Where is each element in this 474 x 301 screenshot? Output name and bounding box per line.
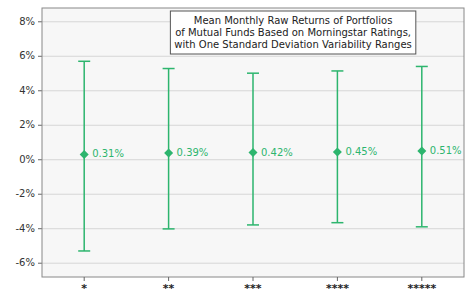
- data-label: 0.51%: [430, 145, 462, 156]
- error-bar: [78, 61, 90, 251]
- y-tick-label: -2%: [16, 188, 35, 199]
- error-bar: [163, 69, 175, 229]
- y-tick-label: 0%: [19, 154, 35, 165]
- y-tick-label: -4%: [16, 223, 35, 234]
- plot-frame: [42, 8, 464, 277]
- grid-line: [42, 263, 464, 264]
- data-label: 0.42%: [261, 147, 293, 158]
- marks: [78, 61, 428, 251]
- x-tick: [253, 277, 254, 281]
- y-tick: [38, 159, 42, 160]
- title: Mean Monthly Raw Returns of Portfoliosof…: [174, 15, 411, 50]
- x-tick: [421, 277, 422, 281]
- grid: [42, 22, 464, 263]
- y-tick-label: 6%: [19, 50, 35, 61]
- mean-marker: [249, 148, 258, 157]
- y-tick: [38, 21, 42, 22]
- x-tick: [337, 277, 338, 281]
- title-box: Mean Monthly Raw Returns of Portfoliosof…: [170, 11, 415, 54]
- chart: -6% -4% -2% 0% 2% 4% 6% 8% 0.31% 0.39% 0.42% 0.45% 0…: [0, 0, 474, 301]
- y-tick-label: 8%: [19, 16, 35, 27]
- error-bar: [331, 71, 343, 223]
- grid-line: [42, 56, 464, 57]
- x-tick: [168, 277, 169, 281]
- error-bar: [416, 66, 428, 226]
- x-tick: [84, 277, 85, 281]
- data-label: 0.45%: [345, 146, 377, 157]
- mean-marker: [164, 149, 173, 158]
- plot-background: [42, 8, 464, 277]
- y-tick-label: 4%: [19, 85, 35, 96]
- grid-line: [42, 228, 464, 229]
- mean-marker: [80, 150, 89, 159]
- x-tick-label: *****: [407, 282, 436, 295]
- x-tick-label: **: [163, 282, 175, 295]
- mean-marker: [333, 147, 342, 156]
- y-tick-label: -6%: [16, 257, 35, 268]
- y-tick: [38, 90, 42, 91]
- mean-marker: [417, 146, 426, 155]
- y-tick: [38, 125, 42, 126]
- x-tick-label: ****: [326, 282, 349, 295]
- y-tick: [38, 194, 42, 195]
- y-tick: [38, 56, 42, 57]
- y-tick: [38, 263, 42, 264]
- data-label: 0.31%: [92, 148, 124, 159]
- error-bar: [247, 73, 259, 225]
- y-tick-label: 2%: [19, 119, 35, 130]
- y-tick: [38, 228, 42, 229]
- x-tick-label: *: [81, 282, 87, 295]
- data-label: 0.39%: [177, 147, 209, 158]
- x-tick-label: ***: [244, 282, 262, 295]
